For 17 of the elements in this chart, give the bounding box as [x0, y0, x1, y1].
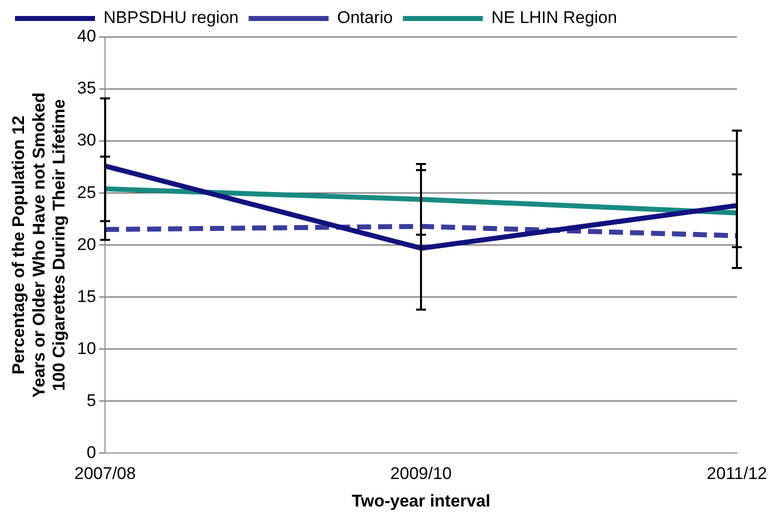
- y-tick-label: 0: [86, 442, 96, 462]
- y-axis-title: Percentage of the Population 12 Years or Older Who Have not Smoked 100 Cigarettes During Their Lifetime: [8, 92, 69, 398]
- y-tick-label: 5: [86, 390, 96, 410]
- y-tick-label: 35: [77, 78, 96, 98]
- x-tick-label: 2009/10: [390, 464, 452, 484]
- y-tick-label: 25: [77, 182, 96, 202]
- legend-label: NE LHIN Region: [491, 8, 618, 28]
- x-axis-title: Two-year interval: [352, 491, 490, 510]
- legend-label: NBPSDHU region: [104, 8, 239, 28]
- x-tick-label: 2011/12: [706, 464, 768, 484]
- legend-label: Ontario: [337, 8, 393, 28]
- y-tick-label: 40: [77, 26, 96, 46]
- x-tick-label: 2007/08: [74, 464, 136, 484]
- y-tick-label: 15: [77, 286, 96, 306]
- y-tick-label: 20: [77, 234, 96, 254]
- y-tick-label: 10: [77, 338, 96, 358]
- y-tick-label: 30: [77, 130, 96, 150]
